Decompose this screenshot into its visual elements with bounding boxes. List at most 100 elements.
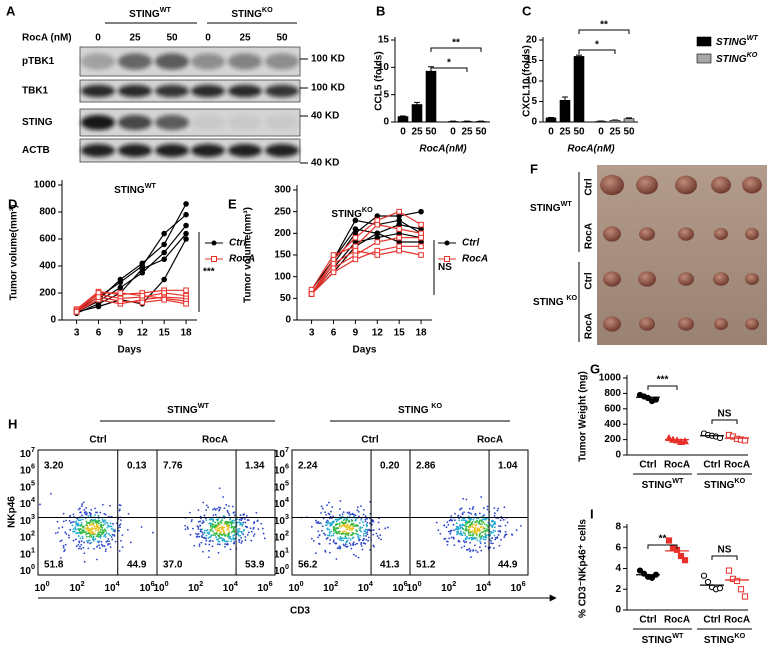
y-tick-label-sup: 3 — [31, 512, 35, 521]
density-dot — [255, 511, 258, 514]
density-dot — [490, 542, 493, 545]
density-dot — [113, 530, 116, 533]
density-dot — [63, 549, 66, 551]
density-dot — [230, 522, 232, 525]
density-dot — [197, 509, 200, 512]
significance-bracket — [711, 419, 738, 424]
density-dot — [346, 511, 349, 514]
density-dot — [239, 534, 242, 537]
density-dot — [347, 532, 350, 535]
blot-band — [265, 144, 299, 157]
density-dot — [190, 520, 193, 523]
density-dot — [335, 520, 338, 523]
x-tick-label-text: 10 — [392, 583, 404, 594]
density-dot — [330, 534, 333, 537]
density-dot — [348, 515, 351, 518]
lane-label: 0 — [205, 33, 211, 44]
density-dot — [223, 538, 226, 541]
density-dot — [377, 537, 380, 539]
density-dot — [205, 539, 208, 542]
error-bar — [562, 96, 568, 101]
density-dot — [349, 513, 352, 516]
density-dot — [72, 520, 75, 523]
flow-plot — [409, 449, 529, 576]
x-tick-label-sup: 6 — [269, 579, 273, 588]
photo-group-sup: KO — [566, 293, 577, 302]
density-dot — [253, 533, 256, 536]
y-tick-label: 200 — [39, 288, 56, 299]
density-dot — [215, 536, 218, 539]
density-dot — [244, 521, 247, 524]
density-dot — [200, 535, 203, 537]
density-dot — [197, 520, 200, 523]
density-dot — [211, 528, 213, 530]
data-point — [677, 552, 685, 560]
density-dot — [85, 535, 88, 538]
density-dot — [85, 524, 88, 527]
density-dot — [240, 517, 243, 520]
density-dot — [357, 534, 359, 536]
density-dot — [96, 545, 98, 548]
blot-group-text: STING — [231, 9, 262, 20]
x-tick-label: 104 — [476, 579, 491, 594]
tumor-curve — [311, 250, 422, 295]
density-dot — [494, 530, 497, 533]
density-dot — [482, 518, 485, 520]
density-dot — [87, 547, 90, 550]
bar — [609, 120, 621, 123]
density-dot — [78, 541, 81, 544]
flow-condition: Ctrl — [89, 435, 106, 446]
density-dot — [341, 513, 344, 516]
y-tick-label: 1000 — [34, 180, 57, 191]
density-dot — [360, 543, 362, 546]
density-dot — [469, 541, 471, 544]
group-label-sup: KO — [734, 476, 745, 485]
density-dot — [93, 532, 96, 535]
density-dot — [362, 535, 365, 537]
density-dot — [464, 534, 467, 536]
density-dot — [321, 507, 324, 510]
density-dot — [72, 539, 75, 542]
density-dot — [376, 535, 379, 537]
density-dot — [226, 528, 228, 531]
blot-band — [155, 53, 189, 70]
density-dot — [127, 512, 130, 515]
density-dot — [489, 534, 492, 537]
density-dot — [343, 525, 346, 528]
x-tick-label-sup: 2 — [334, 579, 338, 588]
data-point — [117, 298, 124, 304]
y-tick-label: 2 — [615, 584, 621, 595]
density-dot — [77, 547, 80, 550]
density-dot — [474, 513, 477, 516]
flow-group-sup: KO — [431, 401, 442, 410]
y-tick-label: 8 — [615, 522, 621, 533]
panel-label: D — [8, 196, 17, 211]
legend-label: RocA — [229, 254, 255, 265]
y-axis-label: CCL5 (folds) — [374, 51, 385, 110]
x-tick-label: RocA — [724, 615, 750, 626]
data-point — [161, 230, 167, 237]
density-dot — [478, 530, 481, 533]
data-point — [700, 572, 708, 579]
density-dot — [456, 533, 458, 536]
density-dot — [456, 526, 458, 529]
density-dot — [212, 518, 215, 521]
y-tick-label-sup: 7 — [31, 445, 35, 454]
density-dot — [202, 521, 205, 524]
density-dot — [497, 530, 500, 533]
lane-label: 0 — [95, 33, 101, 44]
density-dot — [95, 558, 98, 561]
error-bar — [626, 117, 632, 119]
quadrant-value: 56.2 — [298, 560, 318, 571]
y-tick-label: 250 — [274, 206, 291, 217]
density-dot — [238, 521, 240, 524]
density-dot — [482, 538, 485, 541]
density-dot — [98, 544, 100, 547]
density-dot — [364, 542, 367, 545]
density-dot — [226, 511, 229, 513]
density-dot — [86, 540, 88, 542]
tumor — [603, 226, 621, 242]
density-dot — [330, 530, 332, 533]
density-dot — [104, 530, 107, 533]
density-dot — [354, 524, 357, 527]
